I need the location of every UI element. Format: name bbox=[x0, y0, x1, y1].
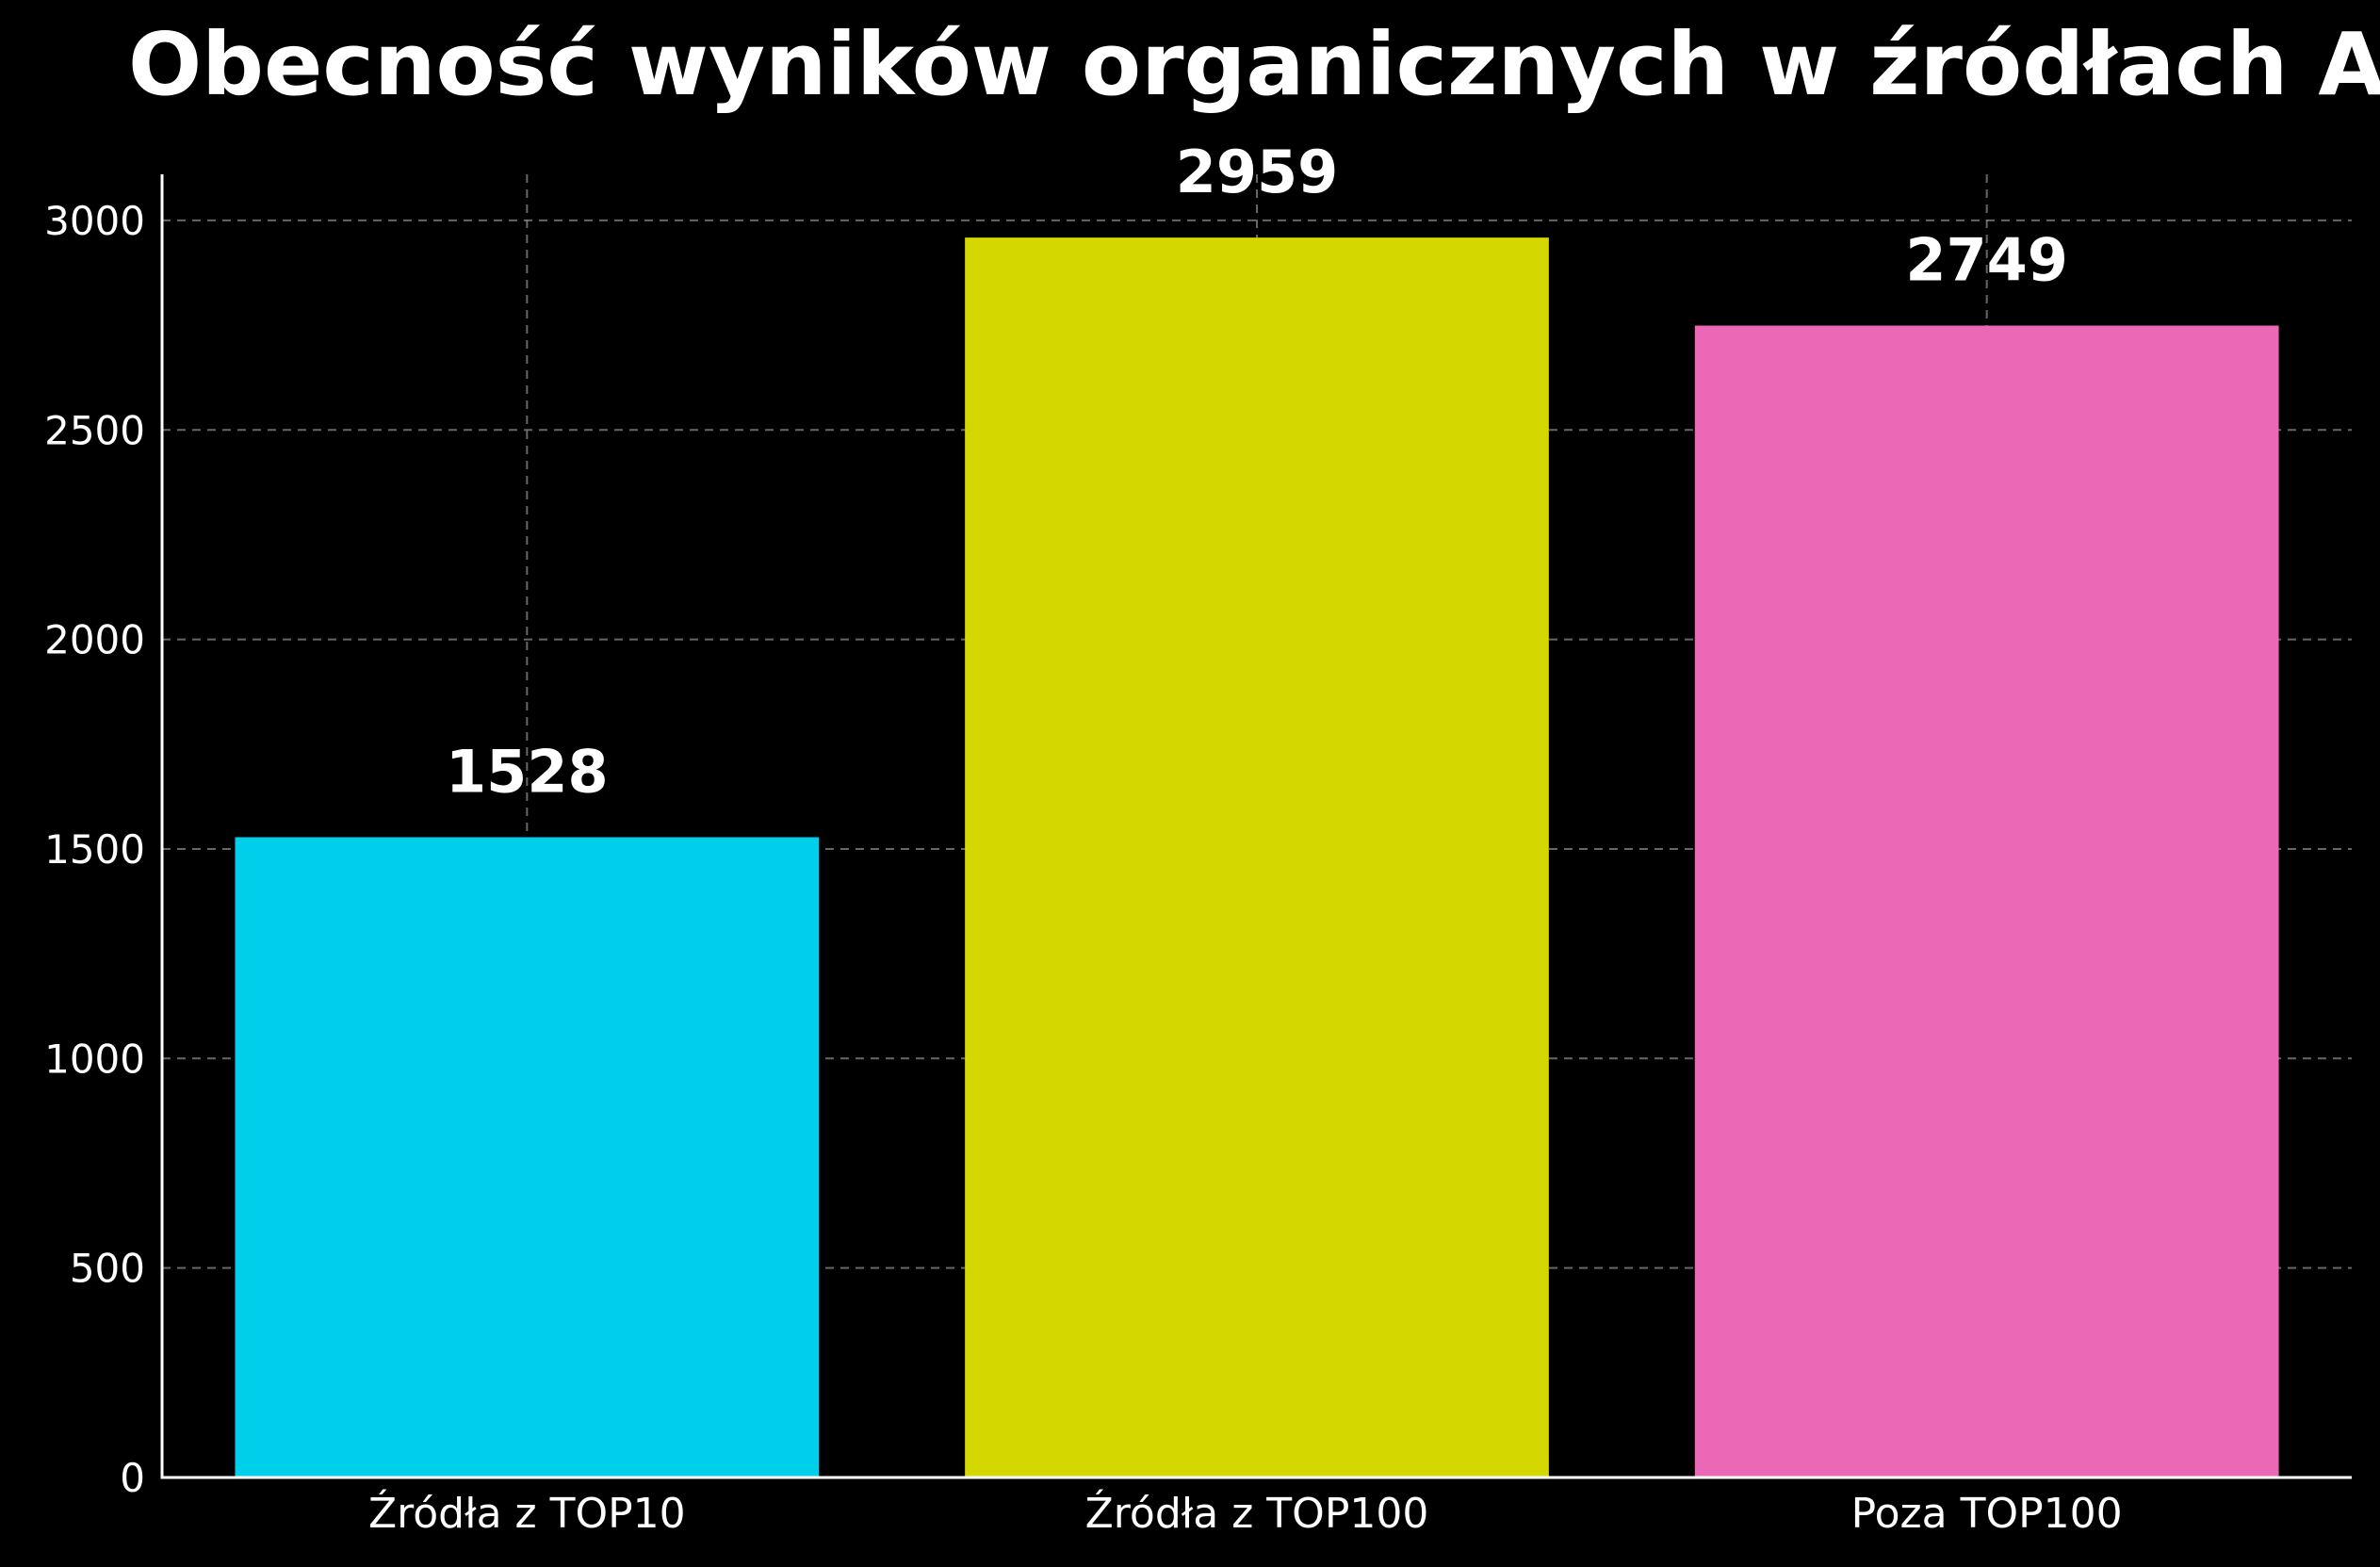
labels: 0 500 1000 1500 2000 2500 3000 Źródła z TOP10 Źr… bbox=[44, 138, 2123, 1538]
x-tick-label: Źródła z TOP100 bbox=[1085, 1488, 1429, 1538]
bars bbox=[235, 237, 2279, 1478]
data-label: 2959 bbox=[1176, 138, 1339, 206]
y-tick-label: 2500 bbox=[44, 407, 145, 453]
y-tick-label: 0 bbox=[120, 1455, 145, 1501]
y-tick-label: 1500 bbox=[44, 826, 145, 873]
bar bbox=[965, 237, 1549, 1477]
bar bbox=[235, 837, 820, 1477]
x-tick-label: Źródła z TOP10 bbox=[368, 1488, 686, 1538]
bar bbox=[1694, 325, 2279, 1478]
y-tick-label: 3000 bbox=[44, 198, 145, 244]
data-label: 2749 bbox=[1905, 226, 2068, 295]
axes bbox=[160, 174, 2352, 1479]
y-tick-label: 2000 bbox=[44, 617, 145, 663]
y-tick-label: 500 bbox=[70, 1246, 145, 1292]
x-tick-label: Poza TOP100 bbox=[1851, 1490, 2123, 1538]
y-tick-label: 1000 bbox=[44, 1036, 145, 1082]
data-label: 1528 bbox=[446, 738, 609, 807]
chart-title: Obecność wyników organicznych w źródłach… bbox=[128, 14, 2380, 115]
